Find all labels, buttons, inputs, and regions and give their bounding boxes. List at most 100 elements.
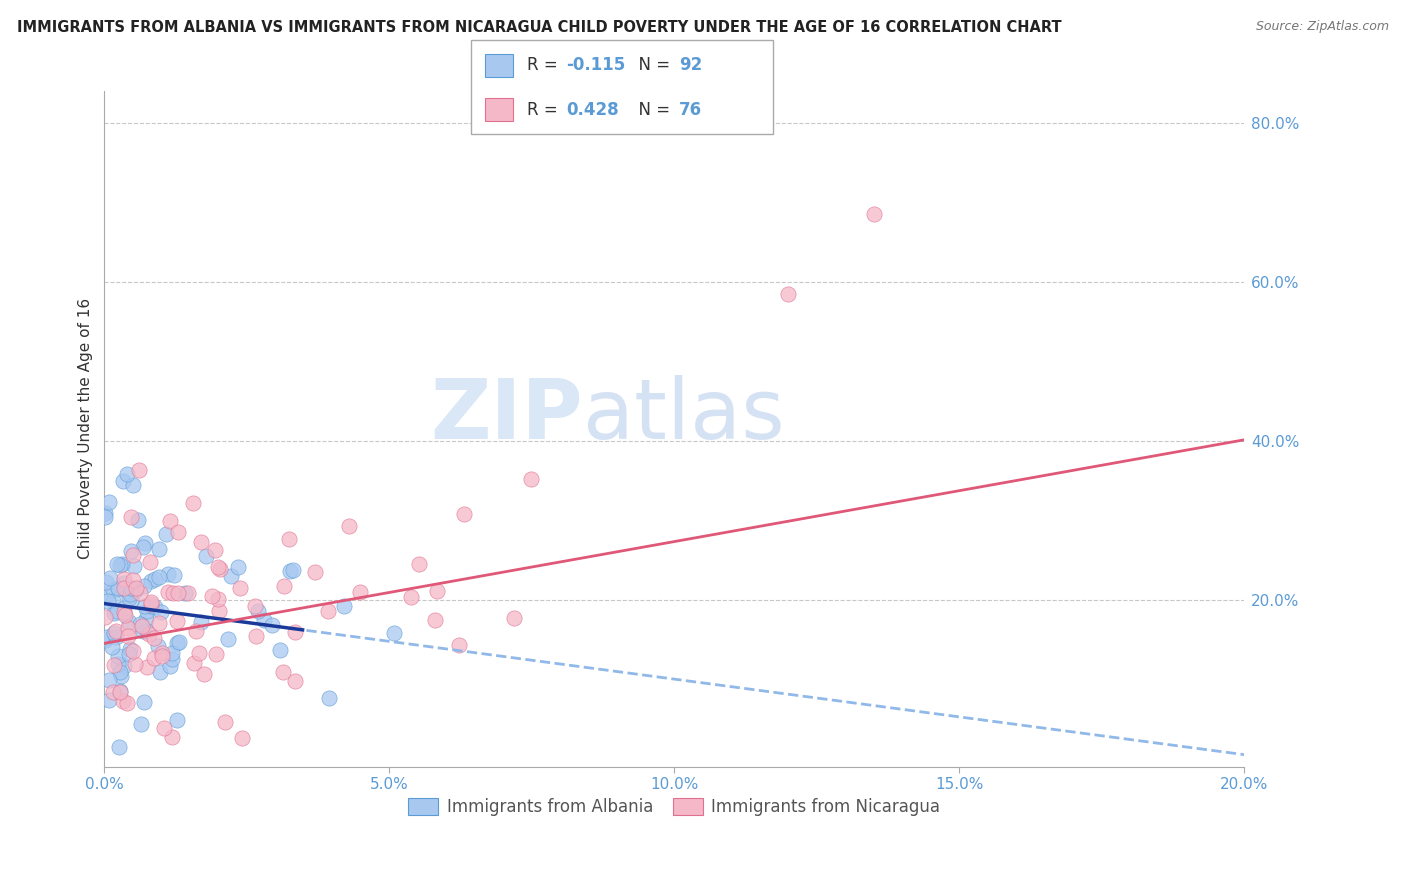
Point xyxy=(208,604,231,618)
Point xyxy=(94,509,117,524)
Point xyxy=(125,582,148,596)
Point xyxy=(124,582,146,596)
Point xyxy=(246,604,269,618)
Point xyxy=(209,562,232,576)
Point xyxy=(136,624,159,639)
Point xyxy=(96,630,118,644)
Point xyxy=(129,585,152,599)
Point xyxy=(204,543,226,558)
Point xyxy=(131,619,153,633)
Point xyxy=(103,607,125,621)
Point xyxy=(103,625,125,640)
Text: 76: 76 xyxy=(679,101,702,119)
Point xyxy=(174,586,197,600)
Point xyxy=(112,572,135,586)
Point xyxy=(162,585,184,599)
Point xyxy=(155,527,177,541)
Point xyxy=(426,584,449,599)
Point xyxy=(98,495,121,509)
Point xyxy=(333,599,356,614)
Point xyxy=(862,207,884,221)
Point xyxy=(193,667,215,681)
Point xyxy=(217,632,239,646)
Point xyxy=(118,615,141,629)
Point xyxy=(183,656,205,670)
Point xyxy=(187,646,209,660)
Point xyxy=(101,593,124,607)
Text: R =: R = xyxy=(527,101,564,119)
Point xyxy=(149,665,172,680)
Point xyxy=(111,557,134,571)
Point xyxy=(124,584,146,599)
Point xyxy=(120,593,142,607)
Point xyxy=(231,731,253,745)
Point xyxy=(120,581,142,595)
Point xyxy=(107,657,129,672)
Point xyxy=(110,665,132,679)
Point xyxy=(115,696,138,710)
Point xyxy=(143,599,166,614)
Point xyxy=(136,659,159,673)
Point xyxy=(167,634,190,648)
Point xyxy=(132,540,155,554)
Point xyxy=(139,597,162,611)
Point xyxy=(384,625,406,640)
Point xyxy=(205,647,228,661)
Point xyxy=(117,629,139,643)
Point xyxy=(108,740,131,755)
Point xyxy=(107,581,129,595)
Point xyxy=(271,665,294,680)
Point xyxy=(146,639,169,653)
Point xyxy=(118,641,141,656)
Point xyxy=(278,532,301,546)
Point xyxy=(115,467,138,482)
Point xyxy=(150,647,173,661)
Point xyxy=(166,614,188,628)
Point xyxy=(120,510,142,524)
Text: N =: N = xyxy=(628,101,676,119)
Text: N =: N = xyxy=(628,56,676,74)
Point xyxy=(141,574,163,589)
Point xyxy=(273,579,295,593)
Point xyxy=(229,581,252,595)
Point xyxy=(167,524,190,539)
Point xyxy=(139,555,162,569)
Point xyxy=(134,599,156,614)
Point xyxy=(281,563,304,577)
Point xyxy=(778,286,800,301)
Point xyxy=(103,657,125,672)
Point xyxy=(134,579,156,593)
Point xyxy=(103,583,125,598)
Point xyxy=(228,560,250,574)
Point xyxy=(108,683,131,698)
Point xyxy=(453,507,475,521)
Point xyxy=(139,599,162,614)
Point xyxy=(132,624,155,639)
Point xyxy=(284,674,307,689)
Point xyxy=(184,624,207,639)
Point xyxy=(112,576,135,591)
Point xyxy=(124,558,146,573)
Point xyxy=(112,658,135,673)
Point xyxy=(105,624,128,639)
Point xyxy=(97,673,120,688)
Point xyxy=(190,615,212,629)
Point xyxy=(143,573,166,587)
Point xyxy=(107,648,129,663)
Point xyxy=(194,549,217,564)
Point xyxy=(349,585,371,599)
Point xyxy=(162,646,184,660)
Point xyxy=(118,647,141,661)
Point xyxy=(148,542,170,557)
Point xyxy=(159,659,181,673)
Point xyxy=(127,513,149,527)
Point xyxy=(156,566,179,581)
Point xyxy=(112,582,135,596)
Y-axis label: Child Poverty Under the Age of 16: Child Poverty Under the Age of 16 xyxy=(79,298,93,559)
Point xyxy=(129,717,152,731)
Point xyxy=(447,638,470,652)
Point xyxy=(118,591,141,605)
Point xyxy=(214,715,236,730)
Point xyxy=(105,557,128,571)
Point xyxy=(128,463,150,477)
